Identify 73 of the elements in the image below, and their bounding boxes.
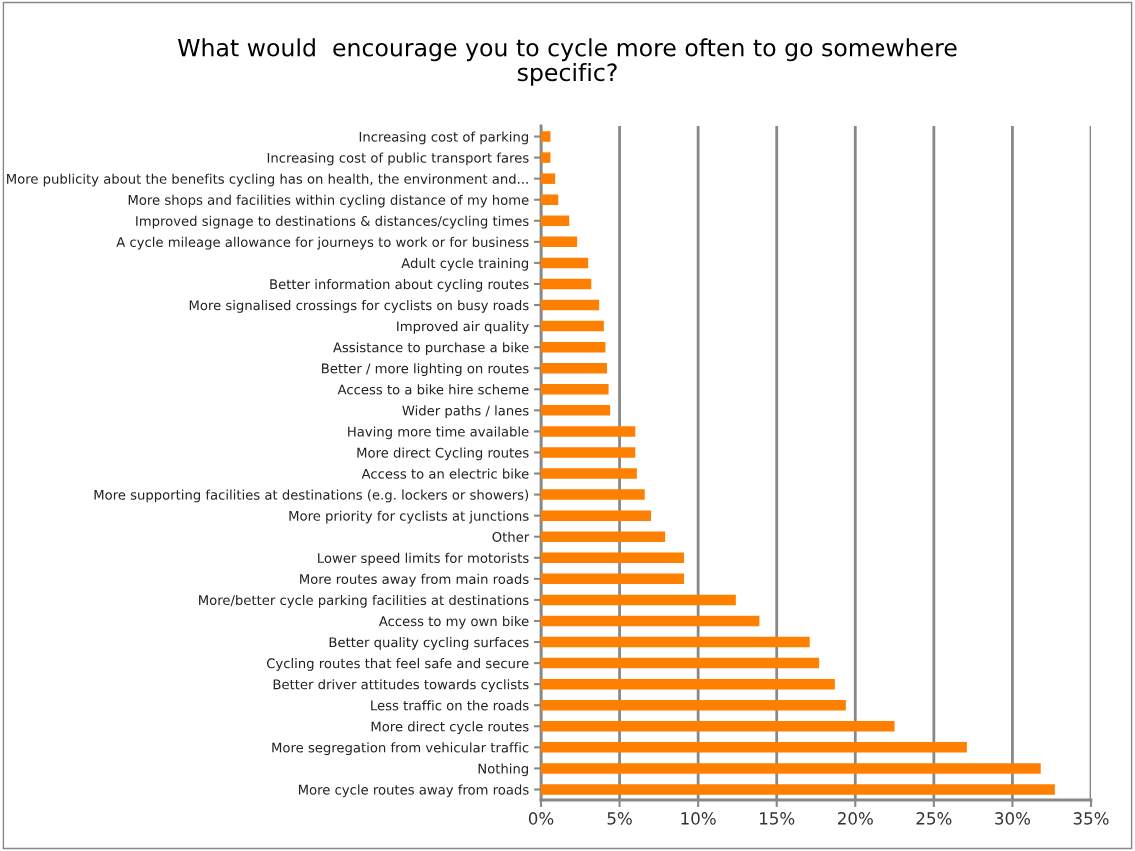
bar	[541, 405, 611, 416]
bar	[541, 489, 645, 500]
bar	[541, 573, 684, 585]
y-tick-label: Lower speed limits for motorists	[318, 552, 529, 566]
bar	[541, 152, 551, 163]
y-tick-label: Cycling routes that feel safe and secure	[266, 658, 529, 671]
bar	[541, 468, 637, 479]
bar	[541, 173, 556, 184]
y-tick-label: Increasing cost of public transport fares	[267, 152, 529, 166]
bar	[541, 299, 600, 311]
y-tick-label: Increasing cost of parking	[359, 131, 528, 145]
y-tick-label: Having more time available	[348, 426, 529, 440]
y-tick-label: More supporting facilities at destinations (e.g. lockers or showers)	[94, 489, 529, 503]
y-tick-label: Nothing	[478, 763, 528, 777]
bar	[541, 615, 760, 627]
bar	[541, 594, 736, 606]
y-tick-label: Wider paths / lanes	[402, 405, 529, 419]
y-tick-label: More cycle routes away from roads	[298, 784, 529, 798]
y-tick-label: More publicity about the benefits cycling has on health, the environment and...	[7, 173, 528, 187]
y-tick-label: Access to an electric bike	[361, 468, 529, 479]
bar	[541, 215, 570, 227]
bar	[541, 742, 967, 753]
bar	[541, 510, 651, 521]
y-tick-label: More shops and facilities within cycling distance of my home	[128, 194, 529, 208]
y-tick-label: Better information about cycling routes	[270, 278, 529, 292]
y-tick-label: A cycle mileage allowance for journeys to work or for business	[116, 236, 529, 250]
y-tick-label: Better driver attitudes towards cyclists	[273, 679, 529, 692]
y-tick-label: More priority for cyclists at junctions	[289, 510, 529, 524]
x-tick-label: 0%	[528, 812, 554, 825]
y-tick-label: More direct Cycling routes	[357, 447, 529, 461]
y-tick-label: Assistance to purchase a bike	[333, 342, 529, 355]
bar	[541, 341, 606, 353]
bar	[541, 278, 592, 290]
x-tick-label: 25%	[916, 812, 952, 825]
bar	[541, 657, 820, 669]
x-tick-label: 15%	[760, 812, 795, 825]
bar	[541, 384, 609, 395]
y-tick-label: Improved air quality	[397, 321, 529, 334]
bar	[541, 131, 551, 142]
y-tick-label: More direct cycle routes	[371, 721, 529, 735]
bar	[541, 784, 1055, 795]
bar	[541, 763, 1041, 774]
y-tick-label: More segregation from vehicular traffic	[272, 742, 529, 756]
y-tick-label: Better quality cycling surfaces	[329, 637, 529, 650]
chart-title: What would encourage you to cycle more often to go somewhere specific?	[177, 38, 957, 86]
y-tick-label: Access to my own bike	[378, 615, 529, 629]
bar	[541, 447, 636, 458]
y-tick-label: More/better cycle parking facilities at destinations	[199, 594, 529, 608]
bar	[541, 636, 810, 648]
bar	[541, 721, 895, 732]
x-tick-label: 5%	[607, 812, 632, 825]
bar	[541, 678, 835, 690]
y-tick-label: Better / more lighting on routes	[322, 363, 529, 376]
bar	[541, 257, 589, 269]
bar	[541, 699, 846, 711]
y-tick-label: Other	[492, 531, 530, 542]
y-tick-label: Improved signage to destinations & distances/cycling times	[136, 215, 529, 229]
y-tick-label: Less traffic on the roads	[371, 700, 529, 711]
y-tick-label: More routes away from main roads	[300, 573, 529, 587]
bar	[541, 552, 684, 564]
bar	[541, 426, 636, 437]
x-tick-label: 35%	[1073, 812, 1109, 825]
x-tick-label: 20%	[837, 812, 873, 825]
y-tick-label: Access to a bike hire scheme	[337, 384, 529, 395]
bar	[541, 320, 604, 332]
x-tick-label: 30%	[995, 812, 1031, 825]
bar	[541, 531, 666, 542]
y-tick-label: Adult cycle training	[401, 257, 528, 271]
bar	[541, 362, 607, 374]
x-tick-label: 10%	[681, 812, 716, 825]
y-tick-label: More signalised crossings for cyclists on busy roads	[189, 300, 529, 313]
bar	[541, 236, 578, 248]
bar	[541, 194, 559, 205]
